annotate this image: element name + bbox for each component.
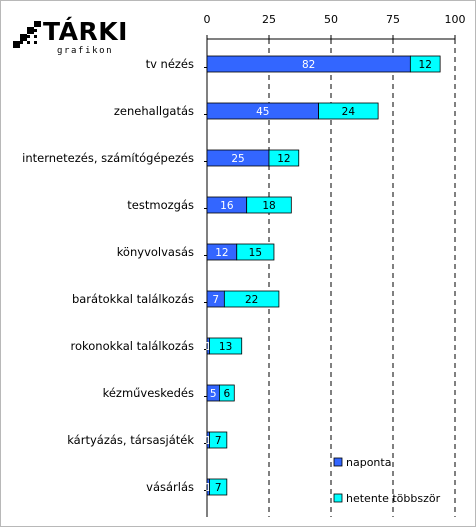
data-label: 12 [215, 247, 228, 259]
x-tick-label: 25 [262, 13, 276, 26]
category-label: rokonokkal találkozás [71, 339, 195, 353]
data-label: 5 [210, 388, 217, 400]
category-label: zenehallgatás [114, 104, 194, 118]
data-label: 45 [256, 106, 269, 118]
bar-hetente-tobbszor [246, 196, 292, 214]
category-label: barátokkal találkozás [72, 292, 194, 306]
data-label: 15 [249, 247, 262, 259]
bar-hetente-tobbszor [209, 478, 228, 496]
data-label: 7 [215, 435, 222, 447]
category-label: internetezés, számítógépezés [22, 151, 194, 165]
legend-label: hetente többször [346, 492, 441, 505]
data-label: 7 [215, 482, 222, 494]
x-tick-label: 50 [324, 13, 338, 26]
x-tick-label: 0 [204, 13, 211, 26]
bar-hetente-tobbszor [209, 337, 243, 355]
data-label: 18 [262, 200, 275, 212]
data-label: 24 [342, 106, 356, 118]
bar-hetente-tobbszor [209, 431, 228, 449]
data-label: 22 [245, 294, 258, 306]
logo-subtitle: grafikon [57, 46, 114, 56]
bar-hetente-tobbszor [409, 55, 441, 73]
data-label: 13 [219, 341, 232, 353]
stairs-logo-icon [13, 21, 41, 48]
data-label: 12 [277, 153, 290, 165]
data-label: 25 [231, 153, 244, 165]
logo-wordmark: TÁRKI [43, 17, 128, 46]
legend-swatch [333, 457, 343, 467]
bar-hetente-tobbszor [268, 149, 300, 167]
category-label: kártyázás, társasjáték [67, 433, 194, 447]
x-tick-label: 75 [386, 13, 400, 26]
category-label: könyvolvasás [117, 245, 194, 259]
tarki-logo: TÁRKI grafikon [13, 17, 138, 63]
data-label: 16 [220, 200, 234, 212]
data-label: 82 [302, 59, 315, 71]
bar-hetente-tobbszor [218, 384, 235, 402]
category-label: vásárlás [146, 480, 194, 494]
category-label: testmozgás [127, 198, 194, 212]
legend-label: naponta [346, 456, 391, 469]
data-label: 1 [205, 435, 212, 447]
legend-swatch [333, 493, 343, 503]
bar-hetente-tobbszor [223, 290, 280, 308]
x-tick-label: 100 [445, 13, 466, 26]
bar-hetente-tobbszor [236, 243, 275, 261]
bar-hetente-tobbszor [318, 102, 379, 120]
data-label: 7 [212, 294, 219, 306]
data-label: 1 [205, 482, 212, 494]
data-label: 6 [223, 388, 230, 400]
category-label: kézműveskedés [103, 386, 194, 400]
category-label: tv nézés [146, 57, 194, 71]
data-label: 1 [205, 341, 212, 353]
data-label: 12 [419, 59, 432, 71]
